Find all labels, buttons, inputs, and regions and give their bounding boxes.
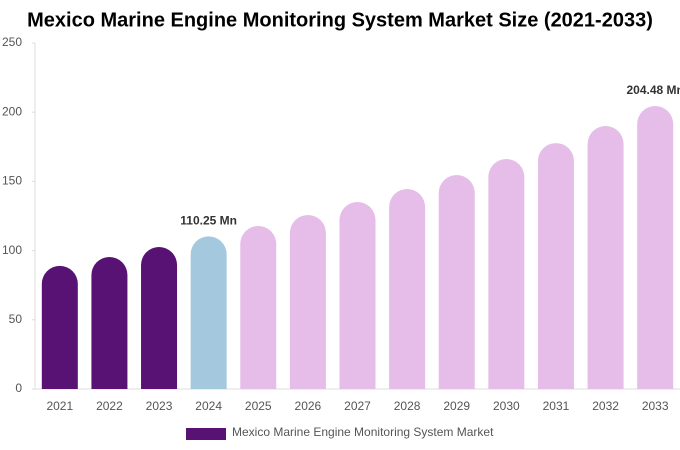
- x-tick-label: 2028: [394, 399, 421, 413]
- y-tick-label: 100: [2, 243, 22, 257]
- bar: [339, 202, 376, 389]
- bar: [190, 236, 227, 389]
- bar: [240, 225, 277, 389]
- bar: [537, 143, 574, 389]
- x-tick-label: 2031: [543, 399, 570, 413]
- x-tick-label: 2021: [46, 399, 73, 413]
- x-tick-label: 2029: [443, 399, 470, 413]
- chart-title: Mexico Marine Engine Monitoring System M…: [27, 9, 653, 31]
- value-label: 110.25 Mn: [180, 214, 237, 228]
- y-tick-label: 200: [2, 104, 22, 118]
- legend-swatch: [186, 428, 226, 440]
- x-tick-label: 2027: [344, 399, 371, 413]
- bar: [289, 215, 326, 389]
- x-tick-label: 2024: [195, 399, 222, 413]
- legend-label: Mexico Marine Engine Monitoring System M…: [232, 425, 494, 439]
- x-tick-label: 2030: [493, 399, 520, 413]
- x-tick-label: 2032: [592, 399, 619, 413]
- y-tick-label: 250: [2, 35, 22, 49]
- bar: [141, 247, 178, 389]
- bar: [488, 159, 525, 389]
- value-label: 204.48 Mn: [627, 83, 680, 97]
- bar: [637, 105, 674, 389]
- x-tick-label: 2026: [295, 399, 322, 413]
- bar: [389, 189, 426, 389]
- bar: [91, 256, 128, 389]
- y-tick-label: 50: [9, 312, 23, 326]
- y-tick-label: 0: [15, 381, 22, 395]
- x-tick-label: 2022: [96, 399, 123, 413]
- bar: [587, 126, 624, 390]
- x-tick-label: 2033: [642, 399, 669, 413]
- bar: [41, 265, 78, 389]
- x-tick-label: 2023: [146, 399, 173, 413]
- bar: [438, 175, 475, 389]
- x-tick-label: 2025: [245, 399, 272, 413]
- y-tick-label: 150: [2, 174, 22, 188]
